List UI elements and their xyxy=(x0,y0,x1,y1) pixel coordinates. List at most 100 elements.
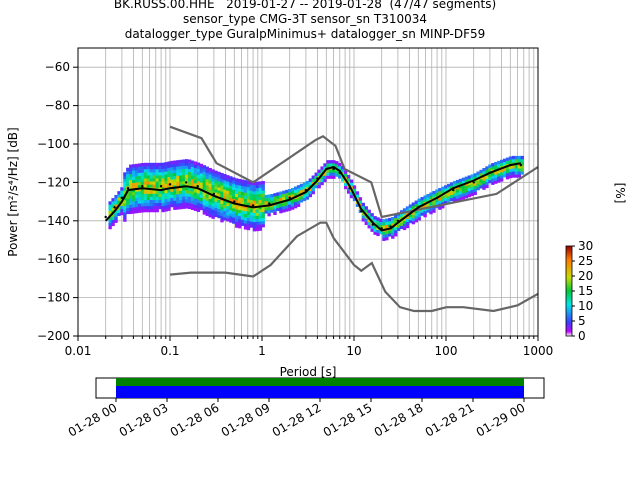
psd-cell xyxy=(173,175,177,180)
psd-cell xyxy=(517,155,522,160)
timeline-tick-label: 01-28 00 xyxy=(66,400,120,439)
psd-cell xyxy=(152,193,156,197)
psd-cell xyxy=(152,178,156,182)
psd-cell xyxy=(388,233,392,237)
psd-cell xyxy=(161,190,165,194)
psd-cell xyxy=(137,206,142,210)
psd-cell xyxy=(467,181,471,185)
psd-cell xyxy=(187,168,192,173)
psd-cell xyxy=(114,210,118,214)
psd-cell xyxy=(229,197,233,202)
psd-cell xyxy=(223,180,227,184)
psd-cell xyxy=(243,192,248,196)
psd-cell xyxy=(311,184,315,189)
psd-cell xyxy=(223,183,227,187)
psd-cell xyxy=(255,218,260,222)
psd-cell xyxy=(146,165,151,170)
psd-cell xyxy=(129,183,133,187)
psd-cell xyxy=(235,181,239,185)
psd-cell xyxy=(146,178,151,182)
psd-cell xyxy=(208,207,212,212)
psd-cell xyxy=(382,225,386,229)
psd-cell xyxy=(149,199,154,204)
nhnm-curve xyxy=(169,125,539,219)
psd-cell xyxy=(208,195,212,199)
psd-cell xyxy=(449,182,454,186)
psd-cell xyxy=(508,171,513,176)
psd-cell xyxy=(146,190,151,194)
psd-cell xyxy=(126,204,130,208)
psd-cell xyxy=(243,198,248,202)
timeline-tick-label: 01-28 15 xyxy=(321,400,375,439)
psd-cell xyxy=(170,200,174,205)
psd-cell xyxy=(485,169,489,173)
psd-cell xyxy=(132,204,136,208)
psd-cell xyxy=(164,198,168,203)
psd-cell xyxy=(276,207,280,212)
psd-cell xyxy=(202,211,207,215)
psd-cell xyxy=(170,197,174,202)
psd-cell xyxy=(240,185,245,190)
psd-cell xyxy=(140,175,145,179)
psd-cell xyxy=(514,158,519,163)
psd-cell xyxy=(217,184,221,188)
psd-cell xyxy=(332,172,336,176)
psd-cell xyxy=(155,190,159,194)
psd-cell xyxy=(240,216,245,220)
psd-cell xyxy=(394,220,398,225)
psd-cell xyxy=(164,171,168,175)
psd-cell xyxy=(408,213,413,218)
psd-cell xyxy=(152,168,156,173)
psd-cell xyxy=(240,179,245,183)
psd-cell xyxy=(258,205,262,210)
psd-cell xyxy=(137,191,142,195)
psd-cell xyxy=(214,170,218,175)
psd-cell xyxy=(182,190,186,194)
psd-cell xyxy=(288,189,292,193)
psd-cell xyxy=(293,186,298,190)
psd-cell xyxy=(208,177,212,181)
psd-cell xyxy=(146,193,151,197)
psd-cell xyxy=(243,223,248,227)
psd-cell xyxy=(129,170,133,175)
psd-cell xyxy=(126,210,130,215)
psd-cell xyxy=(220,179,224,183)
psd-cell xyxy=(361,205,365,210)
colorbar-tick-label: 30 xyxy=(578,239,593,253)
psd-cell xyxy=(146,199,151,204)
psd-cell xyxy=(164,183,168,187)
psd-cell xyxy=(149,202,154,207)
psd-cell xyxy=(444,188,448,192)
psd-cell xyxy=(296,185,301,189)
psd-cell xyxy=(176,178,180,182)
psd-cell xyxy=(385,221,389,225)
psd-cell xyxy=(167,204,171,208)
psd-cell xyxy=(520,171,524,175)
psd-cell xyxy=(485,184,489,189)
psd-cell xyxy=(479,182,483,186)
psd-cell xyxy=(473,179,477,183)
psd-cell xyxy=(123,190,127,195)
psd-cell xyxy=(417,217,421,221)
psd-cell xyxy=(258,193,262,198)
colorbar-tick-label: 0 xyxy=(578,329,586,343)
psd-cell xyxy=(143,165,148,170)
psd-cell xyxy=(211,209,215,213)
psd-cell xyxy=(143,199,148,204)
psd-cell xyxy=(170,167,174,171)
psd-cell xyxy=(423,198,427,202)
psd-cell xyxy=(205,188,209,192)
psd-cell xyxy=(132,176,136,180)
psd-cell xyxy=(170,173,174,177)
psd-cell xyxy=(441,205,445,209)
psd-cell xyxy=(123,172,127,176)
psd-cell xyxy=(134,173,139,177)
mode-point xyxy=(380,227,383,230)
psd-cell xyxy=(396,215,401,219)
psd-cell xyxy=(314,181,318,186)
psd-cell xyxy=(494,165,498,169)
psd-cell xyxy=(211,181,215,186)
psd-cell xyxy=(420,212,424,216)
psd-cell xyxy=(161,205,165,210)
psd-cell xyxy=(134,188,139,192)
